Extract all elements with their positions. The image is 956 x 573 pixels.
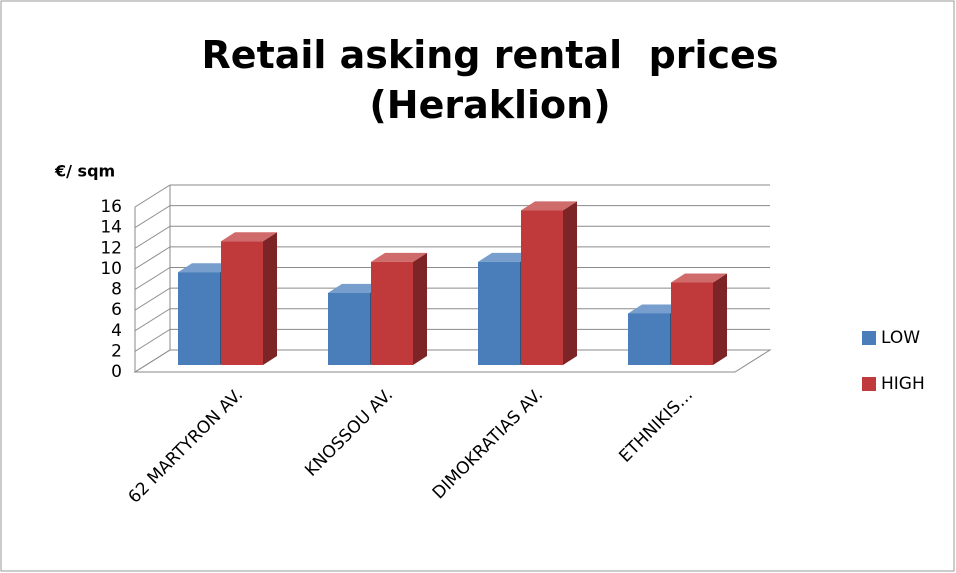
y-tick-label: 8 xyxy=(111,280,122,300)
bar xyxy=(221,241,263,365)
grid-line-side xyxy=(134,287,171,311)
bar xyxy=(671,282,713,365)
x-tick-label: KNOSSOU AV. xyxy=(301,385,397,481)
bar-side xyxy=(263,232,277,365)
y-axis-label: €/ sqm xyxy=(54,162,115,181)
y-tick-label: 10 xyxy=(100,259,122,279)
legend-swatch xyxy=(862,377,876,391)
grid-line-side xyxy=(134,328,171,352)
bar-side xyxy=(413,252,427,365)
grid-line-side xyxy=(134,225,171,249)
bar xyxy=(371,261,413,365)
bar-top xyxy=(521,201,577,211)
grid-line-side xyxy=(134,308,171,332)
grid-line-side xyxy=(134,205,171,229)
legend-label: LOW xyxy=(881,328,920,348)
grid-line-side xyxy=(134,246,171,270)
legend-label: HIGH xyxy=(881,374,925,394)
grid-line-side xyxy=(134,184,171,208)
bar-top xyxy=(478,252,534,262)
bar-top xyxy=(628,304,684,314)
bar-top xyxy=(671,273,727,283)
x-tick-label: 62 MARTYRON AV. xyxy=(124,385,247,508)
grid-line-side xyxy=(134,349,171,373)
y-tick-label: 4 xyxy=(111,321,122,341)
bar xyxy=(178,272,220,365)
bar-side xyxy=(713,273,727,365)
y-tick-label: 0 xyxy=(111,362,122,382)
y-tick-label: 14 xyxy=(100,218,122,238)
y-tick-label: 12 xyxy=(100,238,122,258)
x-tick-label: DIMOKRATIAS AV. xyxy=(429,385,547,503)
bar xyxy=(521,210,563,365)
bar-top xyxy=(221,232,277,242)
x-tick-label: ETHNIKIS… xyxy=(615,385,697,467)
bar xyxy=(328,292,370,365)
bar-top xyxy=(178,263,234,273)
y-tick-label: 16 xyxy=(100,197,122,217)
legend-swatch xyxy=(862,331,876,345)
bar xyxy=(478,261,520,365)
y-tick-label: 2 xyxy=(111,341,122,361)
y-tick-label: 6 xyxy=(111,300,122,320)
chart-title: Retail asking rental prices (Heraklion) xyxy=(201,33,792,127)
bar-top xyxy=(371,252,427,262)
bar-top xyxy=(328,283,384,293)
bar-side xyxy=(563,201,577,365)
bar xyxy=(628,313,670,365)
grid-line-side xyxy=(134,267,171,290)
